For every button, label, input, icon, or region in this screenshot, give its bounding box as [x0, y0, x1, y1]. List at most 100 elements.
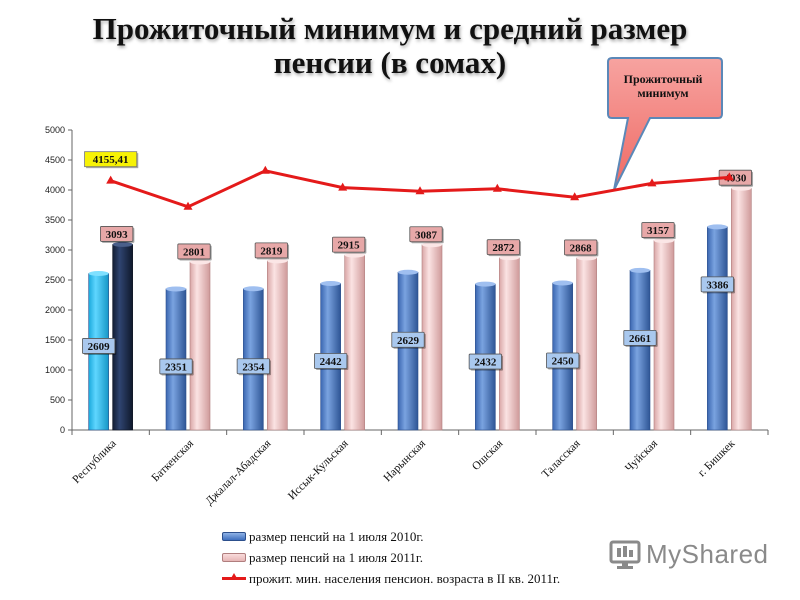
- minimum-marker: [647, 178, 657, 187]
- bar-2011-cap: [190, 259, 210, 265]
- y-tick-label: 4500: [45, 155, 65, 165]
- data-label-2010-box: [314, 353, 348, 369]
- y-tick-label: 1000: [45, 365, 65, 375]
- data-label-2010: 2450: [552, 356, 575, 368]
- legend-label-minimum: прожит. мин. населения пенсион. возраста…: [249, 570, 561, 586]
- x-category-label: Ошская: [470, 437, 506, 473]
- data-label-2010-box: [700, 276, 734, 293]
- data-label-2010: 2629: [397, 335, 420, 347]
- bar-2011-cap: [267, 258, 288, 264]
- data-label-2011: 3093: [106, 229, 129, 241]
- data-label-2011-box: [100, 226, 134, 242]
- legend-item-minimum: прожит. мин. населения пенсион. возраста…: [222, 568, 560, 589]
- bar-2011-cap: [731, 185, 752, 191]
- legend-item-2011: размер пенсий на 1 июля 2011г.: [222, 547, 560, 568]
- bar-2010-cap: [475, 281, 496, 287]
- y-tick-label: 2500: [45, 275, 65, 285]
- minimum-marker: [106, 175, 116, 184]
- y-tick-label: 0: [60, 425, 65, 435]
- x-category-label: г. Бишкек: [696, 437, 738, 479]
- bar-2010: [397, 271, 419, 431]
- minimum-marker: [492, 183, 502, 192]
- data-label-2010-box: [82, 338, 116, 354]
- bar-2011: [731, 187, 752, 431]
- data-label-2011-box: [254, 242, 288, 259]
- data-label-2010-box: [468, 353, 502, 370]
- data-label-2010: 2354: [242, 361, 265, 373]
- slide-title: Прожиточный минимум и средний размер пен…: [20, 12, 760, 80]
- y-tick-label: 3000: [45, 245, 65, 255]
- logo-text: MyShared: [646, 538, 769, 569]
- bar-2011: [189, 261, 211, 431]
- bar-2011-cap: [344, 252, 365, 258]
- data-label-minimum: 4155,41: [93, 154, 129, 166]
- bar-2010: [707, 226, 728, 431]
- x-category-label: Чуйская: [623, 437, 660, 474]
- data-label-2011: 2872: [492, 242, 515, 254]
- plot-area: 0 500 1000 1500 2000 2500 3000 3500 4000 4500 5000…: [45, 125, 769, 508]
- slide-title-line2: пенсии (в сомах): [273, 45, 507, 80]
- bar-2010-cap: [166, 286, 186, 292]
- bar-2010-cap: [398, 269, 418, 275]
- data-label-2011-box: [486, 239, 520, 256]
- data-label-2011: 2915: [338, 240, 361, 252]
- minimum-marker: [570, 192, 580, 201]
- bar-2011-cap: [112, 241, 133, 247]
- data-label-2011-box: [641, 222, 675, 238]
- callout-label: Прожиточный минимум: [608, 72, 718, 100]
- data-label-2010-box: [546, 352, 580, 369]
- legend: размер пенсий на 1 июля 2010г. размер пе…: [222, 526, 560, 589]
- data-label-2010: 2432: [474, 357, 497, 369]
- data-label-2010-box: [623, 329, 657, 346]
- legend-line-marker: [222, 573, 246, 583]
- legend-swatch-2011: [222, 553, 246, 562]
- bar-2011: [499, 257, 520, 431]
- data-label-2011-box: [332, 236, 366, 253]
- bar-2011-cap: [654, 238, 674, 244]
- bar-2011-cap: [499, 255, 520, 261]
- bar-2010-cap: [320, 280, 341, 286]
- data-label-2010: 2661: [629, 333, 651, 345]
- logo-icon: [609, 540, 641, 569]
- bar-2011-cap: [576, 255, 597, 261]
- minimum-marker: [415, 186, 425, 195]
- y-tick-label: 3500: [45, 215, 65, 225]
- data-label-2010: 2351: [165, 361, 187, 373]
- minimum-marker: [183, 201, 193, 210]
- data-label-2010-box: [391, 331, 425, 348]
- bar-2010: [629, 270, 651, 431]
- bar-2011: [344, 254, 365, 431]
- legend-swatch-2010: [222, 532, 246, 541]
- data-label-2010: 3386: [706, 279, 729, 291]
- minimum-marker: [260, 165, 270, 174]
- slide-title-line1: Прожиточный минимум и средний размер: [92, 11, 688, 46]
- legend-item-2010: размер пенсий на 1 июля 2010г.: [222, 526, 560, 547]
- x-category-label: Джалал-Абадская: [203, 437, 273, 507]
- bar-2011-cap: [422, 242, 442, 248]
- data-label-2010: 2609: [88, 341, 111, 353]
- y-tick-label: 1500: [45, 335, 65, 345]
- logo: MyShared: [608, 534, 769, 574]
- data-label-2011: 2868: [570, 242, 593, 254]
- y-tick-label: 500: [50, 395, 65, 405]
- data-label-2011-box: [409, 226, 443, 243]
- data-label-2011: 2801: [183, 246, 205, 258]
- minimum-marker: [724, 172, 734, 181]
- y-tick-label: 2000: [45, 305, 65, 315]
- bar-2010-cap: [630, 267, 650, 273]
- data-label-2011: 3157: [647, 225, 670, 237]
- callout-label-line2: минимум: [637, 86, 689, 100]
- x-category-label: Таласская: [540, 437, 583, 480]
- data-label-2011: 3087: [415, 229, 438, 241]
- x-category-label: Республика: [70, 438, 118, 486]
- bar-2010-cap: [243, 286, 264, 292]
- bar-2011: [112, 244, 133, 431]
- callout-label-line1: Прожиточный: [623, 72, 703, 86]
- data-label-2010-box: [236, 358, 270, 375]
- y-tick-label: 5000: [45, 125, 65, 135]
- y-tick-label: 4000: [45, 185, 65, 195]
- data-label-2010: 2442: [320, 356, 343, 368]
- minimum-marker: [338, 182, 348, 191]
- data-label-minimum-box: [84, 151, 138, 168]
